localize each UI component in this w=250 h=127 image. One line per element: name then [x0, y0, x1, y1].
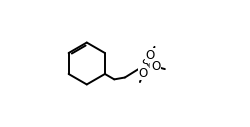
Text: Si: Si: [140, 58, 151, 71]
Text: O: O: [138, 67, 147, 80]
Text: O: O: [145, 49, 154, 62]
Text: O: O: [150, 60, 160, 73]
